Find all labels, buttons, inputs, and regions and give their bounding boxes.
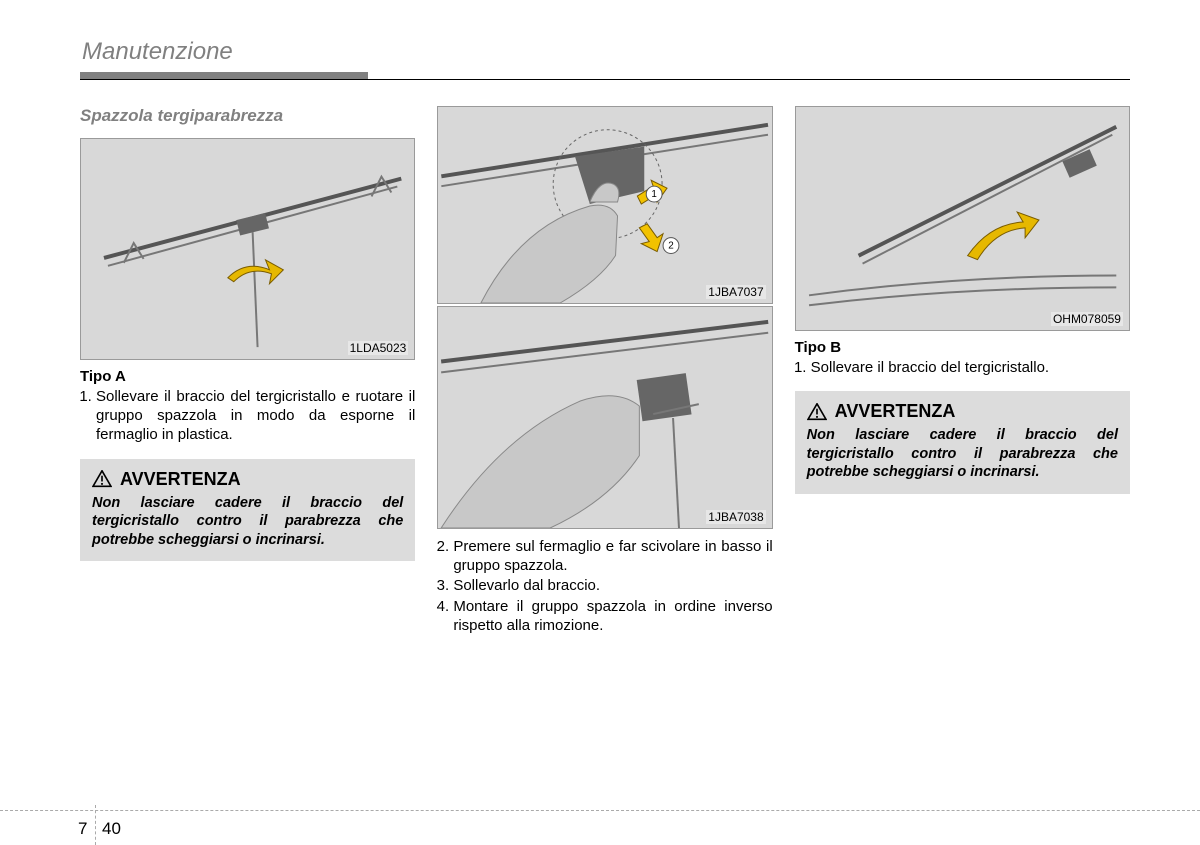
header-thick-rule [80, 72, 368, 79]
step-item: Sollevarlo dal braccio. [453, 576, 772, 595]
content-columns: Spazzola tergiparabrezza 1LDA5023 Tipo A… [80, 106, 1130, 636]
column-2: 1 2 1JBA7037 1JBA7038 Premere sul fermag… [437, 106, 772, 636]
figure-type-b: OHM078059 [795, 106, 1130, 331]
figure-code: 1LDA5023 [348, 341, 409, 355]
figure-code: OHM078059 [1051, 312, 1123, 326]
column-3: OHM078059 Tipo B Sollevare il braccio de… [795, 106, 1130, 636]
figure-code: 1JBA7038 [706, 510, 765, 524]
column-1: Spazzola tergiparabrezza 1LDA5023 Tipo A… [80, 106, 415, 636]
warning-title-text: AVVERTENZA [835, 401, 956, 422]
page-root: Manutenzione Spazzola tergiparabrezza 1L… [0, 0, 1200, 636]
type-a-steps: Sollevare il braccio del tergicristallo … [80, 387, 415, 445]
svg-text:2: 2 [669, 241, 675, 252]
type-b-steps: Sollevare il braccio del tergicristallo. [795, 358, 1130, 377]
clasp-press-illustration: 1 2 [438, 107, 771, 303]
figure-slide-off: 1JBA7038 [437, 306, 772, 529]
step-item: Montare il gruppo spazzola in ordine inv… [453, 597, 772, 635]
step-item: Sollevare il braccio del tergicristallo. [811, 358, 1130, 377]
step-item: Sollevare il braccio del tergicristallo … [96, 387, 415, 445]
warning-title-row: AVVERTENZA [807, 401, 1118, 422]
wiper-type-b-illustration [796, 107, 1129, 330]
type-b-label: Tipo B [795, 339, 1130, 356]
footer-dashed-rule [0, 810, 1200, 811]
page-header-title: Manutenzione [80, 38, 1130, 66]
wiper-type-a-illustration [81, 139, 414, 359]
warning-title-text: AVVERTENZA [120, 469, 241, 490]
warning-triangle-icon [92, 470, 112, 488]
page-chapter-number: 7 [78, 819, 87, 839]
warning-box-a: AVVERTENZA Non lasciare cadere il bracci… [80, 459, 415, 562]
warning-body-text: Non lasciare cadere il braccio del tergi… [92, 494, 403, 550]
warning-triangle-icon [807, 403, 827, 421]
warning-body-text: Non lasciare cadere il braccio del tergi… [807, 426, 1118, 482]
figure-code: 1JBA7037 [706, 285, 765, 299]
header-thin-rule [80, 79, 1130, 80]
type-a-label: Tipo A [80, 368, 415, 385]
footer-vertical-dashed [95, 805, 96, 845]
figure-clasp-press: 1 2 1JBA7037 [437, 106, 772, 304]
section-subheading: Spazzola tergiparabrezza [80, 106, 415, 126]
type-a-steps-continued: Premere sul fermaglio e far scivolare in… [437, 537, 772, 635]
warning-box-b: AVVERTENZA Non lasciare cadere il bracci… [795, 391, 1130, 494]
page-number: 40 [102, 819, 121, 839]
figure-type-a: 1LDA5023 [80, 138, 415, 360]
svg-text:1: 1 [652, 189, 658, 200]
slide-off-illustration [438, 307, 771, 528]
warning-title-row: AVVERTENZA [92, 469, 403, 490]
step-item: Premere sul fermaglio e far scivolare in… [453, 537, 772, 575]
